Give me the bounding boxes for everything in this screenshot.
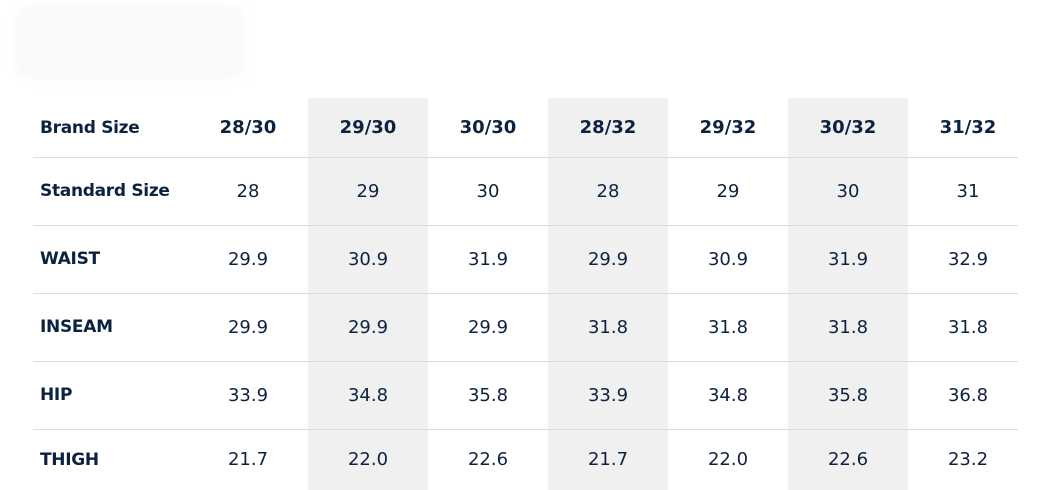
row-divider xyxy=(33,293,1018,294)
column-header: 29/30 xyxy=(339,117,397,138)
column-header: 28/32 xyxy=(579,117,637,138)
row-divider xyxy=(33,429,1018,430)
table-cell: 28 xyxy=(236,180,260,202)
table-cell: 29.9 xyxy=(227,316,269,338)
table-cell: 31.9 xyxy=(467,248,509,270)
row-label: Standard Size xyxy=(40,181,170,201)
table-cell: 34.8 xyxy=(707,384,749,406)
table-cell: 33.9 xyxy=(587,384,629,406)
blurred-placeholder xyxy=(15,5,245,80)
row-divider xyxy=(33,361,1018,362)
column-shade xyxy=(788,98,908,490)
column-header: 30/32 xyxy=(819,117,877,138)
column-header: 31/32 xyxy=(939,117,997,138)
row-divider xyxy=(33,157,1018,158)
column-header: 29/32 xyxy=(699,117,757,138)
table-cell: 29.9 xyxy=(467,316,509,338)
table-cell: 35.8 xyxy=(827,384,869,406)
table-cell: 31.8 xyxy=(707,316,749,338)
table-cell: 33.9 xyxy=(227,384,269,406)
column-header: 28/30 xyxy=(219,117,277,138)
table-cell: 31.8 xyxy=(827,316,869,338)
table-cell: 31.8 xyxy=(947,316,989,338)
table-cell: 34.8 xyxy=(347,384,389,406)
table-cell: 22.6 xyxy=(827,449,869,470)
row-label: Brand Size xyxy=(40,117,140,138)
table-cell: 36.8 xyxy=(947,384,989,406)
table-cell: 29.9 xyxy=(347,316,389,338)
row-label: THIGH xyxy=(40,449,99,470)
table-cell: 22.6 xyxy=(467,449,509,470)
table-cell: 29.9 xyxy=(587,248,629,270)
table-cell: 22.0 xyxy=(347,449,389,470)
table-cell: 35.8 xyxy=(467,384,509,406)
column-shade xyxy=(548,98,668,490)
row-label: INSEAM xyxy=(40,317,113,337)
column-shade xyxy=(308,98,428,490)
table-cell: 32.9 xyxy=(947,248,989,270)
table-cell: 29.9 xyxy=(227,248,269,270)
table-cell: 29 xyxy=(356,180,380,202)
table-cell: 21.7 xyxy=(227,449,269,470)
table-cell: 30 xyxy=(836,180,860,202)
table-cell: 31 xyxy=(956,180,980,202)
row-label: HIP xyxy=(40,385,73,405)
table-cell: 31.8 xyxy=(587,316,629,338)
table-cell: 31.9 xyxy=(827,248,869,270)
row-divider xyxy=(33,225,1018,226)
table-cell: 30.9 xyxy=(347,248,389,270)
table-cell: 22.0 xyxy=(707,449,749,470)
table-cell: 30.9 xyxy=(707,248,749,270)
row-label: WAIST xyxy=(40,249,100,269)
table-cell: 29 xyxy=(716,180,740,202)
table-cell: 30 xyxy=(476,180,500,202)
table-cell: 28 xyxy=(596,180,620,202)
table-cell: 21.7 xyxy=(587,449,629,470)
column-header: 30/30 xyxy=(459,117,517,138)
table-cell: 23.2 xyxy=(947,449,989,470)
